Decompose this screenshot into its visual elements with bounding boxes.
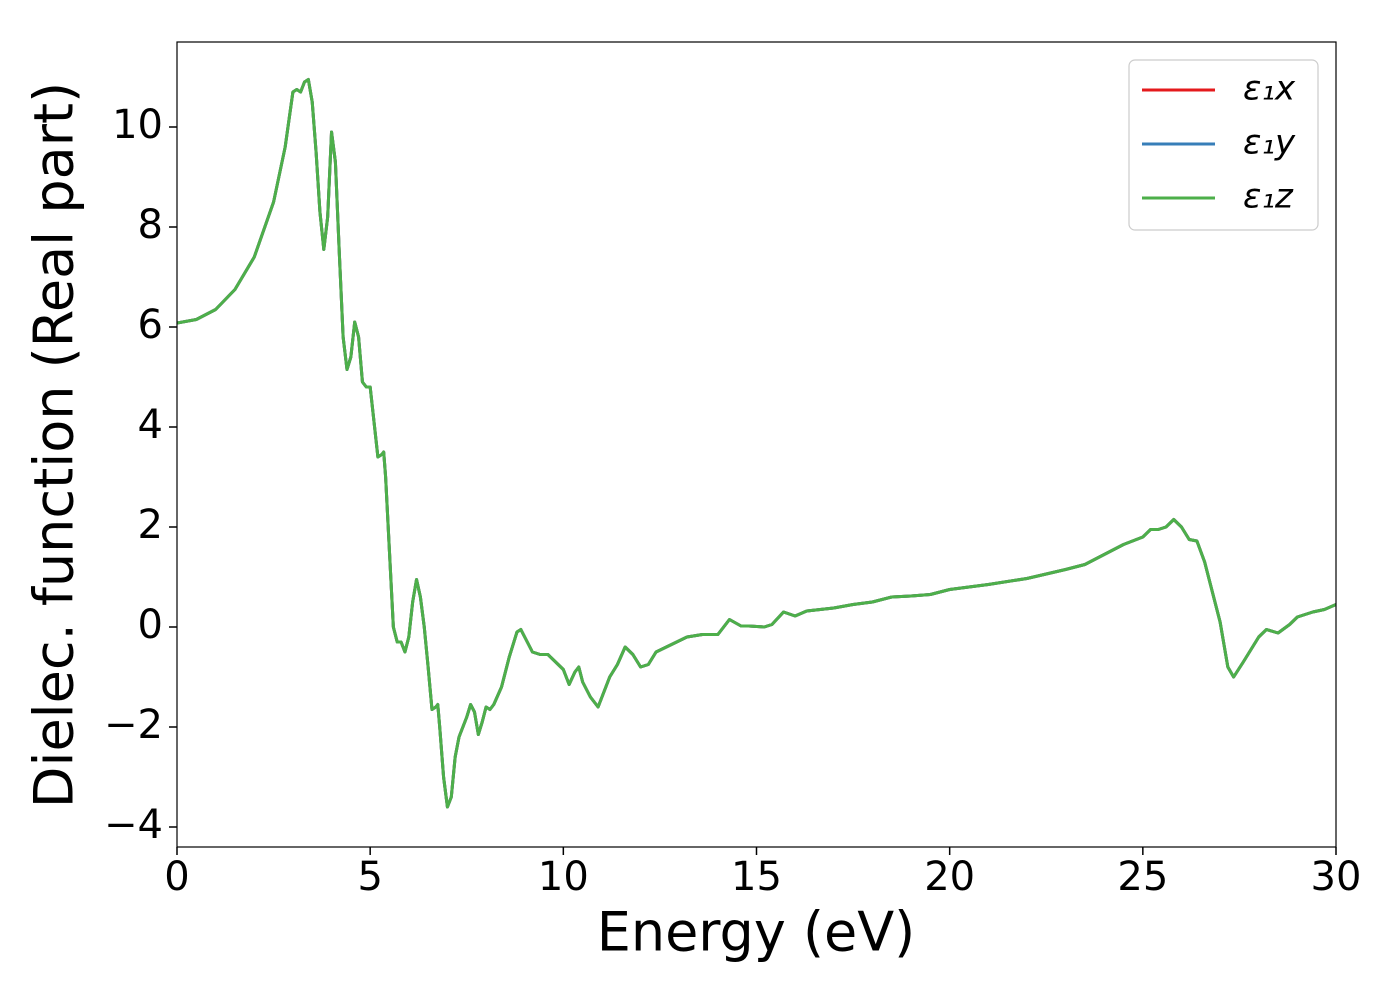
x-tick-label: 10 [538, 854, 589, 900]
plot-frame [176, 41, 1337, 848]
legend-label: ε₁z [1243, 177, 1294, 217]
y-tick-label: 4 [138, 402, 163, 448]
x-tick-label: 20 [924, 854, 975, 900]
legend-box [1128, 59, 1319, 231]
y-tick-label: 2 [138, 502, 163, 548]
y-tick-label: 0 [138, 602, 163, 648]
y-axis-label: Dielec. function (Real part) [23, 82, 86, 808]
y-tick-label: −2 [104, 702, 163, 748]
x-tick-label: 15 [731, 854, 782, 900]
legend-label: ε₁x [1243, 69, 1296, 109]
y-tick-label: 8 [138, 202, 163, 248]
y-tick-label: −4 [104, 802, 163, 848]
y-tick-label: 10 [112, 102, 163, 148]
x-tick-label: 30 [1311, 854, 1362, 900]
x-tick-label: 0 [164, 854, 189, 900]
y-tick-label: 6 [138, 302, 163, 348]
x-tick-label: 5 [357, 854, 382, 900]
data-line [177, 78, 1336, 809]
x-axis-label: Energy (eV) [597, 901, 916, 964]
x-tick-label: 25 [1117, 854, 1168, 900]
legend-label: ε₁y [1243, 123, 1296, 163]
